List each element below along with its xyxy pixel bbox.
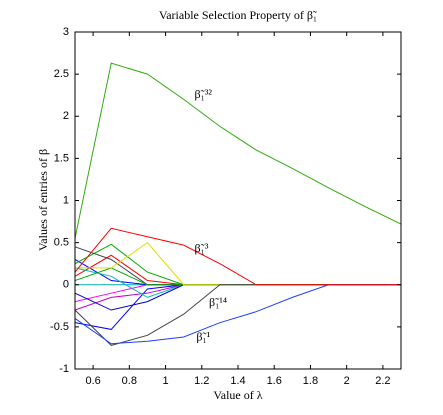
y-tick-label: 1.5 <box>54 152 69 164</box>
x-tick-label: 2 <box>344 375 350 387</box>
series-line <box>74 267 401 298</box>
series-line <box>74 227 401 286</box>
x-tick-label: 1.6 <box>267 375 282 387</box>
y-tick-label: 2 <box>63 110 69 122</box>
annotation: β̃₁³² <box>195 87 213 101</box>
series-line <box>74 246 401 286</box>
annotation: β̃₁³ <box>195 241 209 255</box>
y-tick-label: 2.5 <box>54 68 69 80</box>
series-line <box>74 284 401 345</box>
x-tick-label: 0.8 <box>122 375 137 387</box>
series-line <box>74 254 401 286</box>
series-line <box>74 284 401 311</box>
x-tick-label: 1.2 <box>194 375 209 387</box>
x-tick-label: 0.6 <box>85 375 100 387</box>
chart-title: Variable Selection Property of β̃₁ <box>159 8 317 22</box>
y-tick-label: -1 <box>59 363 69 375</box>
series-line <box>74 284 401 303</box>
x-axis-label: Value of λ <box>213 388 262 402</box>
y-tick-label: 0.5 <box>54 237 69 249</box>
y-tick-label: 0 <box>63 279 69 291</box>
x-tick-label: 1.8 <box>303 375 318 387</box>
x-tick-label: 1.4 <box>230 375 245 387</box>
y-tick-label: 3 <box>63 26 69 38</box>
x-tick-label: 2.2 <box>375 375 390 387</box>
y-axis-label: Values of entries of β <box>36 149 50 251</box>
annotation: β̃₁¹⁴ <box>209 295 227 309</box>
series-line <box>74 62 402 239</box>
axes-box <box>74 31 402 370</box>
y-tick-label: -0.5 <box>50 321 69 333</box>
y-tick-label: 1 <box>63 194 69 206</box>
x-tick-label: 1 <box>162 375 168 387</box>
series-line <box>74 259 401 286</box>
annotation: β̃₁¹ <box>196 330 210 344</box>
series-line <box>74 284 401 311</box>
